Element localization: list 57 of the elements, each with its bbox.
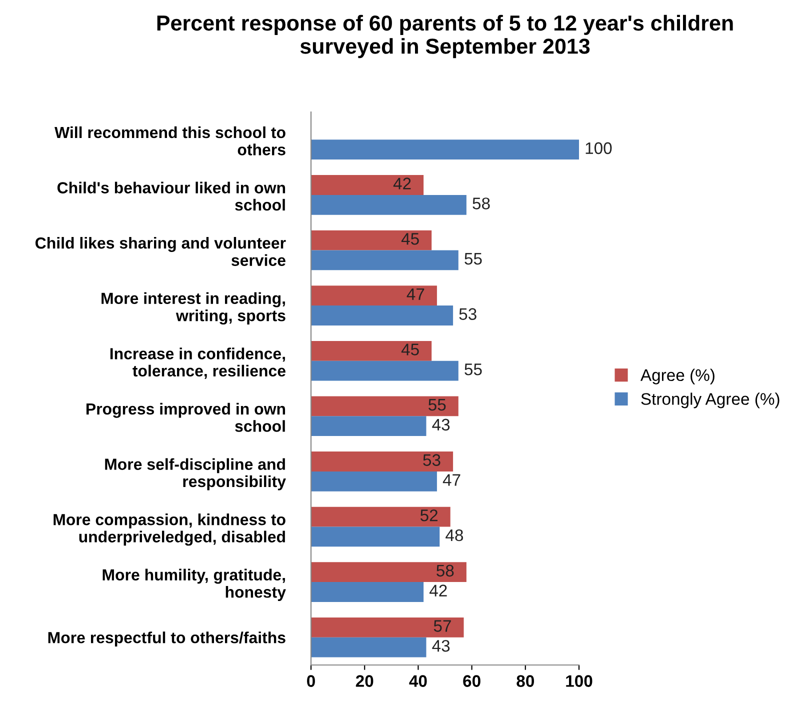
x-tick-label: 80 — [516, 675, 534, 687]
bar — [311, 360, 458, 381]
data-label: 52 — [420, 509, 438, 522]
data-label: 58 — [436, 564, 454, 577]
chart-title: Percent response of 60 parents of 5 to 12 year's children surveyed in September 2013 — [157, 14, 733, 58]
bar — [311, 526, 440, 547]
bar — [311, 562, 466, 582]
x-tick-label: 0 — [307, 675, 315, 687]
bar — [311, 452, 454, 472]
bar — [311, 306, 454, 326]
bar — [311, 617, 464, 638]
bar — [311, 230, 432, 250]
data-label: 47 — [442, 474, 460, 486]
x-tick-label: 20 — [356, 675, 374, 687]
y-tick-label: More compassion, kindness to underpriveledged, disabled — [54, 514, 286, 546]
bar — [311, 582, 424, 602]
data-label: 100 — [586, 142, 612, 154]
y-tick-label: Increase in confidence, tolerance, resilience — [110, 348, 286, 379]
y-tick-label: Child's behaviour liked in own school — [57, 182, 286, 211]
y-tick-label: Will recommend this school to others — [54, 126, 286, 156]
bar — [311, 471, 437, 492]
legend-label: Agree (%) — [640, 368, 714, 384]
bar — [311, 250, 458, 270]
bar — [311, 340, 432, 361]
y-tick-label: More respectful to others/faiths — [48, 632, 286, 646]
data-label: 55 — [464, 364, 482, 376]
data-label: 48 — [446, 529, 464, 542]
bar — [311, 416, 426, 436]
data-label: 58 — [472, 198, 490, 210]
bar — [311, 194, 466, 215]
bar — [311, 506, 450, 527]
data-label: 53 — [423, 454, 440, 466]
bar — [311, 637, 426, 658]
y-tick-label: More self-discipline and responsibility — [105, 458, 286, 490]
data-label: 43 — [432, 418, 450, 431]
x-tick-label: 40 — [409, 675, 427, 687]
data-label: 42 — [393, 178, 411, 190]
data-label: 45 — [401, 344, 419, 356]
data-label: 55 — [464, 253, 482, 265]
data-label: 53 — [459, 308, 476, 320]
x-tick-label: 60 — [463, 675, 480, 687]
data-label: 55 — [428, 399, 446, 411]
x-tick-label: 100 — [566, 675, 592, 687]
data-label: 42 — [430, 584, 447, 596]
bar — [311, 286, 437, 306]
bar — [311, 175, 424, 195]
data-label: 57 — [434, 620, 451, 632]
legend-label: Strongly Agree (%) — [641, 392, 780, 408]
bar — [311, 396, 458, 416]
y-tick-label: More humility, gratitude, honesty — [102, 568, 286, 601]
data-label: 47 — [406, 288, 424, 300]
y-tick-label: Child likes sharing and volunteer service — [36, 236, 286, 266]
y-tick-label: More interest in reading, writing, sports — [102, 292, 286, 325]
data-label: 45 — [401, 233, 419, 245]
data-label: 43 — [432, 640, 450, 652]
y-tick-label: Progress improved in own school — [86, 402, 286, 432]
bar — [311, 140, 579, 160]
